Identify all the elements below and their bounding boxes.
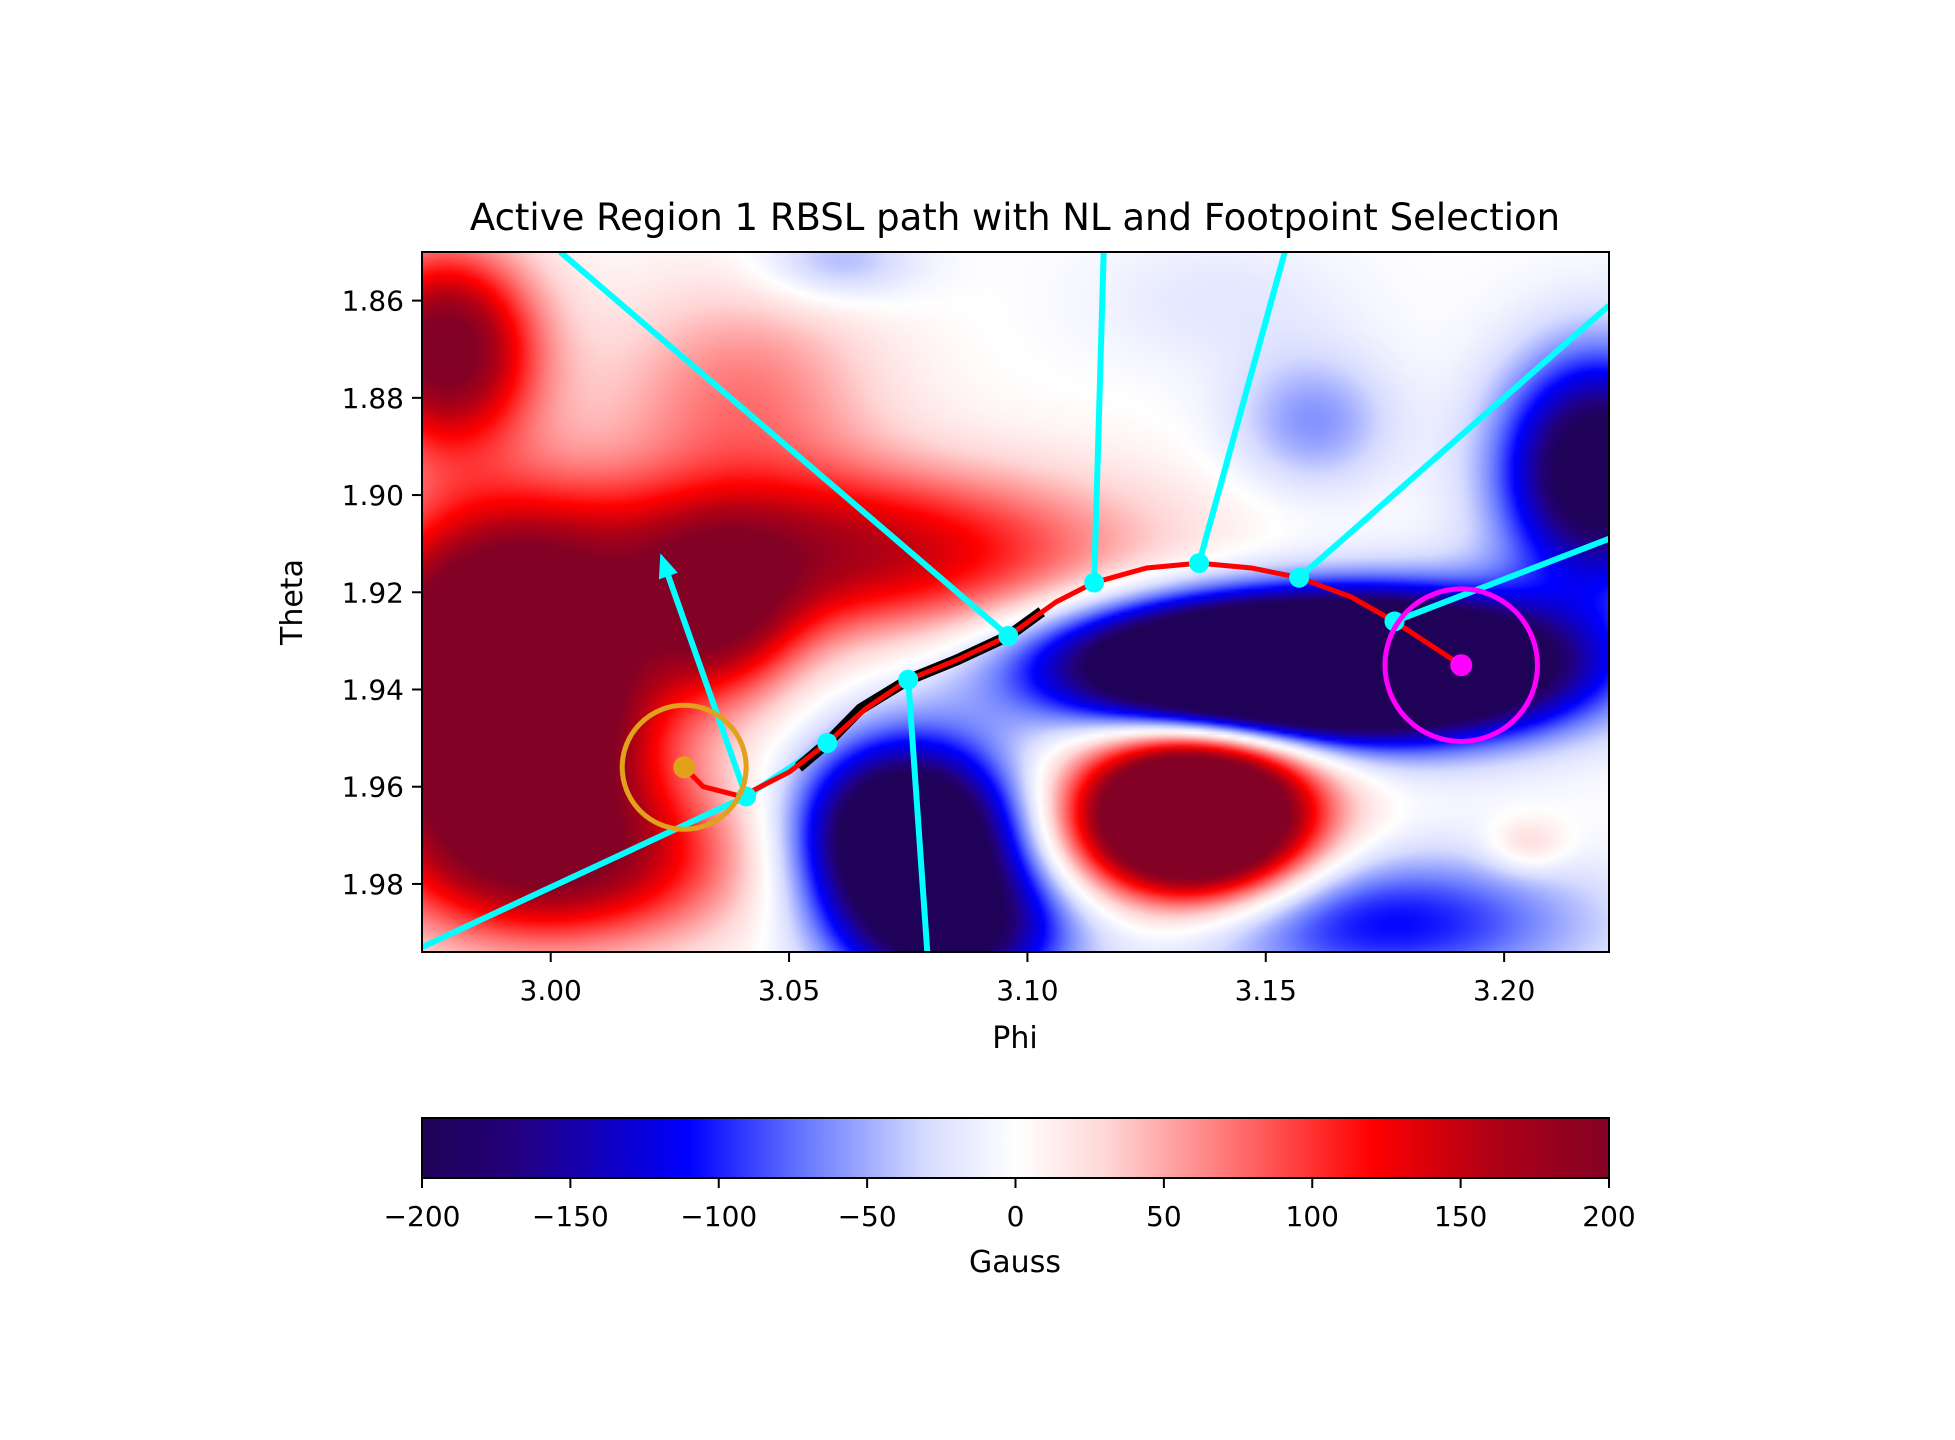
y-tick-label: 1.98 (342, 868, 404, 901)
chart-title: Active Region 1 RBSL path with NL and Fo… (470, 196, 1560, 239)
colorbar-tick-label: 150 (1434, 1200, 1487, 1233)
x-tick-label: 3.00 (520, 974, 582, 1007)
y-tick-label: 1.94 (342, 674, 404, 707)
normal-line (558, 252, 1011, 639)
footpoint-circle (1382, 586, 1540, 744)
plot-overlays (422, 252, 1609, 952)
normal-line (905, 679, 931, 952)
y-tick-label: 1.88 (342, 382, 404, 415)
x-tick-label: 3.20 (1473, 974, 1535, 1007)
footpoint-circle (619, 702, 749, 832)
sample-point (1289, 567, 1310, 588)
footpoint-marker (673, 756, 696, 779)
colorbar-ticks: −200 −150 −100 −50 0 50 100 150 200 (384, 1178, 1636, 1233)
colorbar-tick-label: −150 (532, 1200, 609, 1233)
plot-area (421, 251, 1610, 953)
normal-line (422, 793, 748, 950)
colorbar-tick-label: 50 (1146, 1200, 1182, 1233)
x-tick-label: 3.05 (758, 974, 820, 1007)
colorbar-label: Gauss (969, 1245, 1061, 1280)
normal-line (1297, 303, 1609, 580)
normal-line (1393, 536, 1609, 625)
direction-arrow-head (658, 553, 678, 580)
y-tick-label: 1.90 (342, 479, 404, 512)
magnetogram-heatmap (422, 252, 1609, 952)
x-axis-label: Phi (992, 1021, 1037, 1056)
sample-point (817, 732, 838, 753)
sample-point (1189, 553, 1210, 574)
colorbar-tick-label: 100 (1286, 1200, 1339, 1233)
x-tick-label: 3.15 (1235, 974, 1297, 1007)
y-axis-label: Theta (275, 559, 310, 646)
y-tick-label: 1.92 (342, 576, 404, 609)
plot-frame (421, 251, 1610, 953)
sample-point (998, 626, 1019, 647)
direction-arrow (665, 575, 749, 798)
x-axis: 3.00 3.05 3.10 3.15 3.20 (520, 952, 1535, 1007)
colorbar-tick-label: −50 (838, 1200, 897, 1233)
normal-line (1196, 252, 1288, 564)
y-tick-label: 1.86 (342, 285, 404, 318)
x-tick-label: 3.10 (996, 974, 1058, 1007)
sample-point (1084, 572, 1105, 593)
footpoint-marker (1450, 654, 1473, 677)
colorbar: −200 −150 −100 −50 0 50 100 150 200 Gauss (384, 1117, 1636, 1280)
colorbar-tick-label: 200 (1582, 1200, 1635, 1233)
y-tick-label: 1.96 (342, 771, 404, 804)
y-axis: 1.86 1.88 1.90 1.92 1.94 1.96 1.98 (342, 285, 422, 901)
colorbar-tick-label: −100 (680, 1200, 757, 1233)
sample-point (898, 669, 919, 690)
colorbar-tick-label: −200 (384, 1200, 461, 1233)
colorbar-tick-label: 0 (1007, 1200, 1025, 1233)
normal-line (1091, 252, 1107, 583)
colorbar-bar (421, 1117, 1610, 1179)
